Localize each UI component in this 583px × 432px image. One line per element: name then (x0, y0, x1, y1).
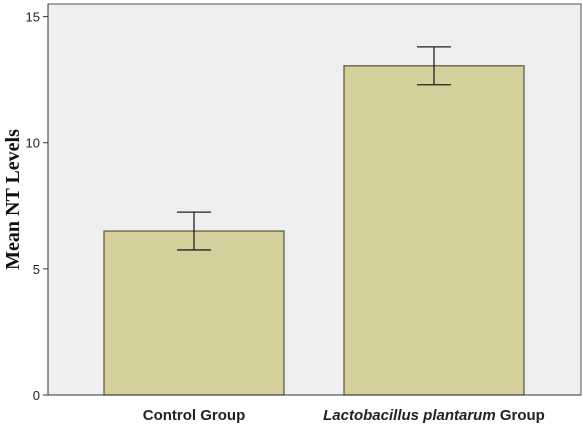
y-axis-ticks: 0 5 10 15 (26, 10, 48, 403)
bar (103, 230, 285, 396)
y-tick-label: 10 (26, 136, 40, 151)
y-tick-label: 15 (26, 10, 40, 25)
bar (343, 65, 525, 396)
error-bars (177, 46, 451, 251)
y-axis-title: Mean NT Levels (2, 129, 24, 270)
x-category-label: Lactobacillus plantarum Group (323, 407, 545, 424)
y-tick-label: 5 (33, 262, 40, 277)
x-category-label: Control Group (143, 407, 245, 424)
y-tick-label: 0 (33, 388, 40, 403)
x-axis-labels: Control Group Lactobacillus plantarum Gro… (143, 407, 545, 424)
